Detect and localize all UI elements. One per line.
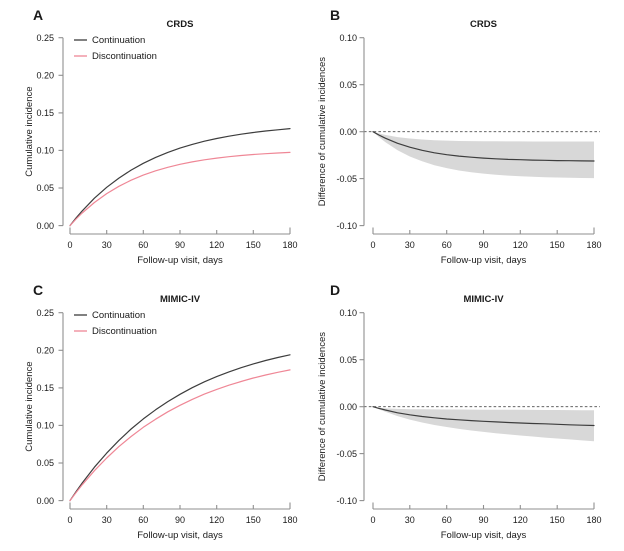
chart-mimic-cumulative-incidence: MIMIC-IV 0.00 0.05 0.10 0.15 0.20 0.25 0 30 60 90 1… [24, 294, 298, 541]
y-axis-title: Cumulative incidence [24, 87, 35, 177]
x-tick-label: 180 [282, 240, 297, 250]
y-tick-label: 0.05 [36, 458, 54, 468]
chart-mimic-incidence-difference: MIMIC-IV -0.10 -0.05 0.00 0.05 0.10 0 30 60 90 120… [317, 294, 602, 541]
x-tick-label: 180 [282, 515, 297, 525]
y-tick-label: -0.10 [336, 221, 357, 231]
series-line-difference [372, 406, 595, 427]
x-tick-label: 120 [209, 515, 224, 525]
chart-crds-incidence-difference: CRDS -0.10 -0.05 0.00 0.05 0.10 0 30 60 90 120 150 1… [317, 19, 602, 266]
x-tick-label: 120 [513, 240, 528, 250]
panel-b: B CRDS -0.10 -0.05 0.00 0.05 0.10 0 30 60 90 120 15… [312, 0, 624, 275]
y-tick-label: 0.05 [339, 355, 357, 365]
series-line-continuation [69, 128, 291, 227]
x-axis-title: Follow-up visit, days [137, 255, 223, 266]
y-tick-label: 0.00 [36, 221, 54, 231]
x-tick-label: 180 [586, 240, 601, 250]
series-line-difference [372, 131, 595, 162]
x-tick-label: 30 [405, 240, 415, 250]
y-tick-label: 0.15 [36, 108, 54, 118]
panel-title: CRDS [470, 19, 497, 30]
y-tick-label: 0.00 [339, 402, 357, 412]
y-tick-label: 0.10 [36, 421, 54, 431]
x-tick-label: 30 [102, 515, 112, 525]
confidence-band [373, 406, 594, 442]
legend-label-discontinuation: Discontinuation [92, 326, 157, 337]
panel-title: CRDS [167, 19, 194, 30]
chart-crds-cumulative-incidence: CRDS 0.00 0.05 0.10 0.15 0.20 0.25 0 30 60 90 120 15… [24, 19, 298, 266]
x-tick-label: 0 [67, 240, 72, 250]
x-tick-label: 120 [513, 515, 528, 525]
y-tick-label: -0.10 [336, 496, 357, 506]
x-tick-label: 150 [550, 240, 565, 250]
x-tick-label: 180 [586, 515, 601, 525]
y-tick-label: -0.05 [336, 449, 357, 459]
x-tick-label: 30 [405, 515, 415, 525]
x-axis-title: Follow-up visit, days [441, 530, 527, 541]
x-tick-label: 150 [246, 240, 261, 250]
x-tick-label: 0 [67, 515, 72, 525]
y-axis-title: Cumulative incidence [24, 362, 35, 452]
y-tick-label: 0.05 [36, 183, 54, 193]
y-axis-title: Difference of cumulative incidences [317, 57, 328, 207]
y-tick-label: 0.00 [36, 496, 54, 506]
series-line-discontinuation [69, 369, 291, 502]
y-tick-label: 0.10 [339, 33, 357, 43]
y-tick-label: 0.15 [36, 383, 54, 393]
x-tick-label: 60 [442, 240, 452, 250]
legend-label-discontinuation: Discontinuation [92, 51, 157, 62]
x-tick-label: 60 [442, 515, 452, 525]
panel-title: MIMIC-IV [463, 294, 504, 305]
x-axis-title: Follow-up visit, days [441, 255, 527, 266]
x-tick-label: 30 [102, 240, 112, 250]
panel-d: D MIMIC-IV -0.10 -0.05 0.00 0.05 0.10 0 30 60 90 1… [312, 275, 624, 551]
x-tick-label: 90 [478, 240, 488, 250]
legend-label-continuation: Continuation [92, 35, 145, 46]
y-axis-title: Difference of cumulative incidences [317, 332, 328, 482]
series-line-continuation [69, 354, 291, 502]
x-tick-label: 90 [175, 240, 185, 250]
series-line-discontinuation [69, 151, 291, 227]
panel-a: A CRDS 0.00 0.05 0.10 0.15 0.20 0.25 0 30 60 90 120… [0, 0, 312, 275]
y-tick-label: -0.05 [336, 174, 357, 184]
panel-label-c: C [33, 282, 44, 298]
y-tick-label: 0.10 [36, 146, 54, 156]
y-tick-label: 0.20 [36, 71, 54, 81]
x-tick-label: 90 [478, 515, 488, 525]
x-tick-label: 150 [550, 515, 565, 525]
x-tick-label: 150 [246, 515, 261, 525]
legend-label-continuation: Continuation [92, 310, 145, 321]
x-axis-title: Follow-up visit, days [137, 530, 223, 541]
x-tick-label: 60 [138, 240, 148, 250]
y-tick-label: 0.25 [36, 308, 54, 318]
panel-title: MIMIC-IV [160, 294, 201, 305]
x-tick-label: 90 [175, 515, 185, 525]
panel-c: C MIMIC-IV 0.00 0.05 0.10 0.15 0.20 0.25 0 30 60 9… [0, 275, 312, 551]
y-tick-label: 0.25 [36, 33, 54, 43]
x-tick-label: 0 [370, 515, 375, 525]
x-tick-label: 120 [209, 240, 224, 250]
x-tick-label: 60 [138, 515, 148, 525]
confidence-band [373, 131, 594, 179]
panel-label-b: B [330, 7, 341, 23]
x-tick-label: 0 [370, 240, 375, 250]
y-tick-label: 0.10 [339, 308, 357, 318]
panel-label-a: A [33, 7, 44, 23]
y-tick-label: 0.05 [339, 80, 357, 90]
y-tick-label: 0.20 [36, 346, 54, 356]
y-tick-label: 0.00 [339, 127, 357, 137]
panel-label-d: D [330, 282, 341, 298]
